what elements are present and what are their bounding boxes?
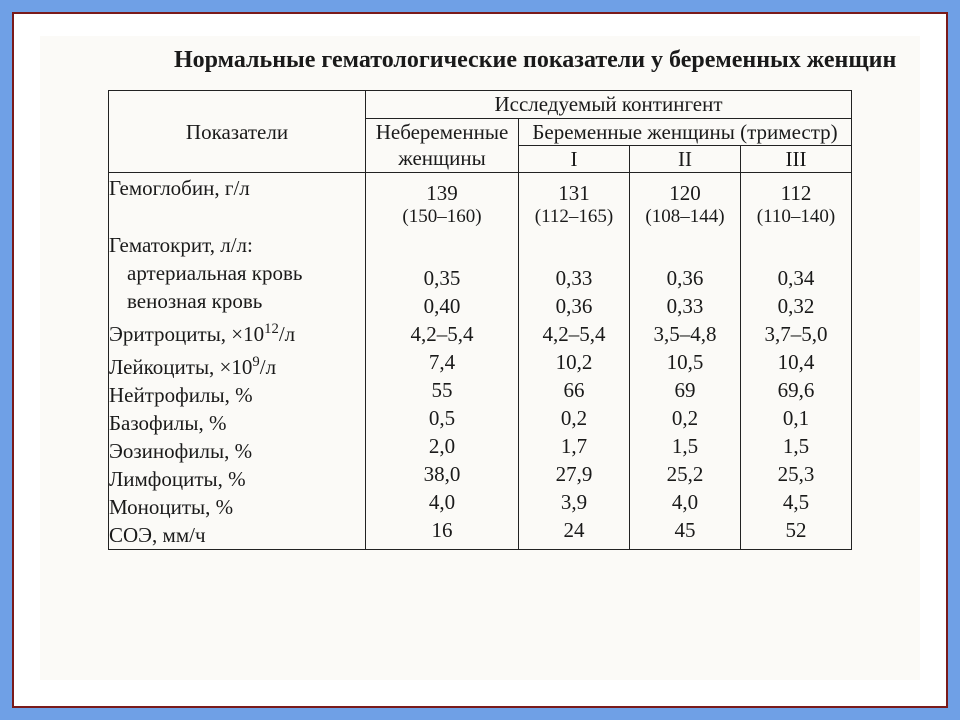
column-trimester-2: 120(108–144) 0,360,333,5–4,810,5690,21,5… — [630, 173, 741, 550]
header-pregnant: Беременные женщины (триместр) — [519, 118, 852, 145]
inner-frame: Нормальные гематологические показатели у… — [12, 12, 948, 708]
table-cell: 120(108–144) — [630, 178, 740, 236]
table-cell — [741, 236, 851, 264]
table-body: Гемоглобин, г/л Гематокрит, л/л:артериал… — [109, 173, 852, 550]
table-cell: 0,1 — [741, 404, 851, 432]
row-label: Нейтрофилы, % — [109, 381, 365, 409]
page: Нормальные гематологические показатели у… — [40, 36, 920, 680]
table-cell: 4,0 — [366, 488, 518, 516]
header-trimester-3: III — [741, 145, 852, 172]
table-cell: 66 — [519, 376, 629, 404]
table-cell: 0,40 — [366, 292, 518, 320]
row-label: СОЭ, мм/ч — [109, 521, 365, 549]
row-label: Лейкоциты, ×109/л — [109, 348, 365, 381]
table-cell: 69 — [630, 376, 740, 404]
table-cell: 139(150–160) — [366, 178, 518, 236]
table-cell — [519, 236, 629, 264]
table-cell: 1,5 — [630, 432, 740, 460]
header-non-pregnant: Небеременные женщины — [366, 118, 519, 173]
table-cell: 4,2–5,4 — [366, 320, 518, 348]
table-cell: 45 — [630, 516, 740, 544]
table-cell: 10,2 — [519, 348, 629, 376]
table-cell: 7,4 — [366, 348, 518, 376]
table-cell: 0,36 — [519, 292, 629, 320]
table-cell: 24 — [519, 516, 629, 544]
table-cell: 3,7–5,0 — [741, 320, 851, 348]
table-header: Показатели Исследуемый контингент Небере… — [109, 91, 852, 173]
header-indicator: Показатели — [109, 91, 366, 173]
table-cell: 52 — [741, 516, 851, 544]
row-label: Эритроциты, ×1012/л — [109, 315, 365, 348]
table-cell: 38,0 — [366, 460, 518, 488]
table-cell: 0,33 — [519, 264, 629, 292]
row-label: артериальная кровь — [109, 259, 365, 287]
table-cell: 0,2 — [519, 404, 629, 432]
column-trimester-1: 131(112–165) 0,330,364,2–5,410,2660,21,7… — [519, 173, 630, 550]
table-cell: 25,2 — [630, 460, 740, 488]
table-cell: 0,36 — [630, 264, 740, 292]
table-cell: 0,5 — [366, 404, 518, 432]
table-cell: 0,35 — [366, 264, 518, 292]
hematology-table: Показатели Исследуемый контингент Небере… — [108, 90, 852, 550]
outer-frame: Нормальные гематологические показатели у… — [0, 0, 960, 720]
table-cell: 131(112–165) — [519, 178, 629, 236]
row-label: Моноциты, % — [109, 493, 365, 521]
table-cell: 25,3 — [741, 460, 851, 488]
table-cell: 10,4 — [741, 348, 851, 376]
table-cell: 0,33 — [630, 292, 740, 320]
table-cell: 0,32 — [741, 292, 851, 320]
table-cell: 3,5–4,8 — [630, 320, 740, 348]
row-label: Гемоглобин, г/л — [109, 173, 365, 231]
table-cell: 4,0 — [630, 488, 740, 516]
table-cell: 27,9 — [519, 460, 629, 488]
table-cell: 0,34 — [741, 264, 851, 292]
row-label: Базофилы, % — [109, 409, 365, 437]
table-cell: 16 — [366, 516, 518, 544]
table-cell: 10,5 — [630, 348, 740, 376]
table-cell: 69,6 — [741, 376, 851, 404]
table-cell: 0,2 — [630, 404, 740, 432]
table-cell — [630, 236, 740, 264]
table-cell: 112(110–140) — [741, 178, 851, 236]
column-trimester-3: 112(110–140) 0,340,323,7–5,010,469,60,11… — [741, 173, 852, 550]
table-cell: 1,5 — [741, 432, 851, 460]
header-trimester-2: II — [630, 145, 741, 172]
column-indicators: Гемоглобин, г/л Гематокрит, л/л:артериал… — [109, 173, 366, 550]
row-label: Эозинофилы, % — [109, 437, 365, 465]
table-cell: 1,7 — [519, 432, 629, 460]
table-cell: 3,9 — [519, 488, 629, 516]
table-cell: 4,2–5,4 — [519, 320, 629, 348]
table-cell: 2,0 — [366, 432, 518, 460]
header-trimester-1: I — [519, 145, 630, 172]
table-cell — [366, 236, 518, 264]
row-label: Гематокрит, л/л: — [109, 231, 365, 259]
column-non-pregnant: 139(150–160) 0,350,404,2–5,47,4550,52,03… — [366, 173, 519, 550]
row-label: Лимфоциты, % — [109, 465, 365, 493]
table-cell: 55 — [366, 376, 518, 404]
table-cell: 4,5 — [741, 488, 851, 516]
row-label: венозная кровь — [109, 287, 365, 315]
header-group: Исследуемый контингент — [366, 91, 852, 118]
page-title: Нормальные гематологические показатели у… — [40, 44, 920, 90]
